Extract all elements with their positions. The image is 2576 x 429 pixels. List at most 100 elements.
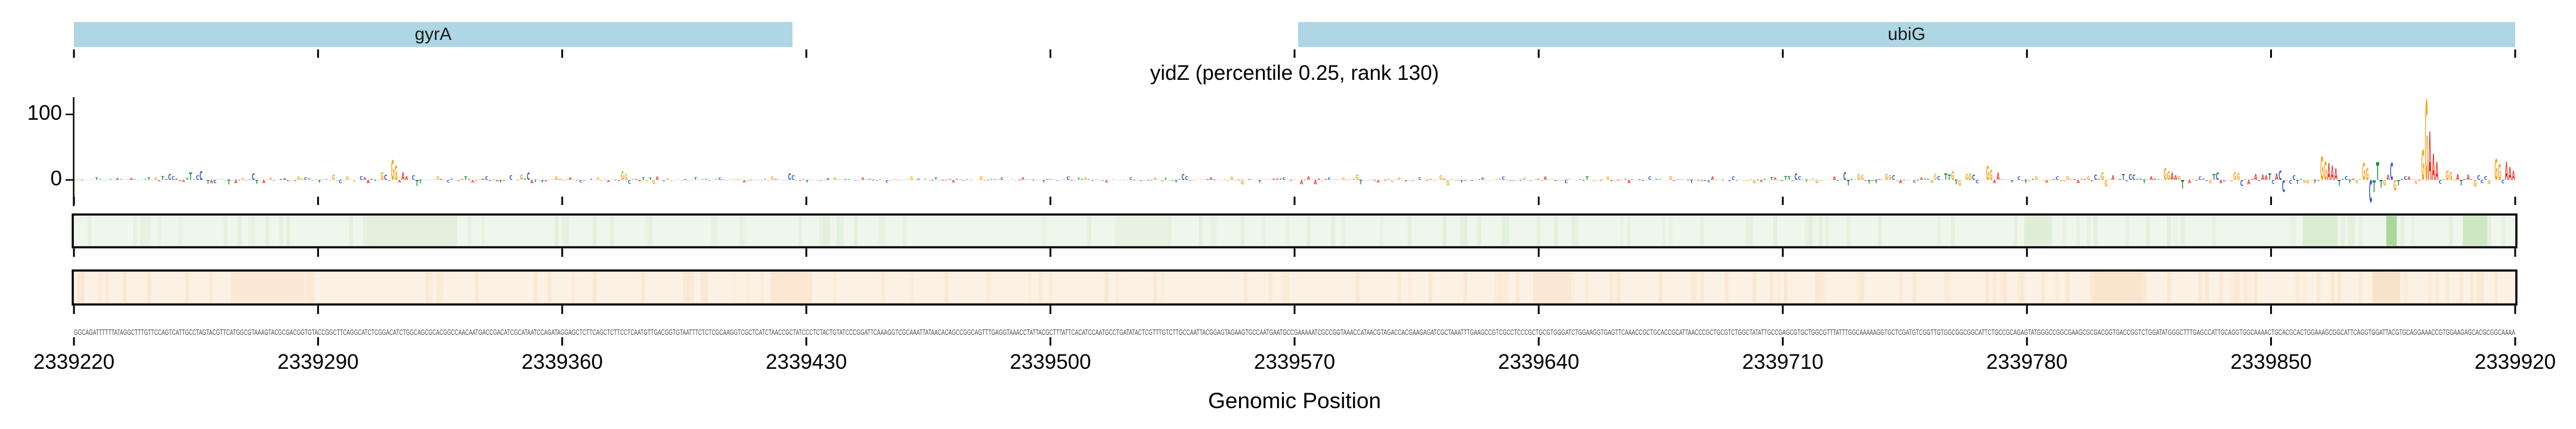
svg-text:G: G bbox=[1822, 180, 1825, 181]
svg-text:G: G bbox=[1192, 180, 1195, 181]
svg-text:T: T bbox=[106, 180, 109, 181]
svg-text:C: C bbox=[886, 180, 888, 184]
svg-text:G: G bbox=[1614, 180, 1617, 181]
svg-text:C: C bbox=[158, 180, 161, 182]
svg-text:A: A bbox=[656, 176, 659, 181]
svg-text:A: A bbox=[210, 179, 213, 185]
svg-text:G: G bbox=[548, 180, 551, 181]
svg-text:T: T bbox=[185, 178, 189, 181]
svg-text:G: G bbox=[311, 180, 314, 181]
svg-text:A: A bbox=[1272, 178, 1275, 181]
svg-text:A: A bbox=[683, 179, 686, 181]
svg-text:C: C bbox=[2477, 174, 2480, 182]
svg-text:G: G bbox=[2233, 170, 2236, 183]
svg-text:C: C bbox=[2125, 179, 2128, 182]
svg-text:A: A bbox=[1105, 180, 1108, 184]
svg-text:C: C bbox=[1530, 180, 1534, 181]
svg-text:G: G bbox=[834, 177, 837, 181]
svg-text:G: G bbox=[1401, 180, 1404, 181]
tick-marks bbox=[73, 49, 2516, 346]
svg-text:C: C bbox=[537, 180, 540, 181]
svg-text:T: T bbox=[1902, 180, 1906, 181]
svg-text:C: C bbox=[1937, 175, 1940, 182]
svg-text:C: C bbox=[1265, 180, 1268, 181]
svg-text:G: G bbox=[329, 180, 332, 181]
svg-text:T: T bbox=[673, 180, 677, 181]
svg-text:T: T bbox=[1352, 179, 1356, 180]
svg-text:T: T bbox=[1042, 180, 1045, 184]
svg-text:T: T bbox=[1188, 180, 1192, 181]
svg-text:T: T bbox=[840, 180, 844, 181]
svg-text:C: C bbox=[1794, 172, 1797, 182]
svg-text:A: A bbox=[503, 180, 506, 181]
svg-text:T: T bbox=[109, 179, 113, 181]
svg-text:T: T bbox=[2268, 172, 2271, 182]
svg-text:G: G bbox=[2366, 164, 2368, 184]
svg-text:T: T bbox=[1171, 180, 1175, 181]
svg-text:C: C bbox=[1199, 179, 1202, 180]
svg-text:C: C bbox=[1338, 179, 1341, 180]
svg-text:T: T bbox=[227, 179, 230, 186]
svg-text:G: G bbox=[513, 179, 516, 180]
svg-text:C: C bbox=[1122, 180, 1125, 181]
svg-text:G: G bbox=[1714, 180, 1717, 181]
svg-text:G: G bbox=[1432, 180, 1435, 181]
svg-text:G: G bbox=[2167, 169, 2170, 183]
svg-text:A: A bbox=[1363, 180, 1366, 181]
svg-text:A: A bbox=[2188, 179, 2191, 185]
svg-text:G: G bbox=[1652, 180, 1655, 181]
svg-text:C: C bbox=[1049, 179, 1053, 181]
svg-text:T: T bbox=[1763, 179, 1767, 181]
svg-text:C: C bbox=[2439, 179, 2442, 185]
svg-text:T: T bbox=[113, 180, 116, 181]
svg-text:C: C bbox=[962, 180, 965, 181]
svg-text:C: C bbox=[1332, 179, 1335, 180]
svg-text:T: T bbox=[1175, 180, 1178, 184]
svg-text:A: A bbox=[1251, 180, 1254, 181]
svg-text:C: C bbox=[1645, 180, 1648, 181]
svg-text:C: C bbox=[857, 180, 860, 181]
svg-text:G: G bbox=[645, 180, 648, 182]
svg-text:T: T bbox=[614, 180, 618, 181]
svg-text:A: A bbox=[266, 180, 269, 181]
svg-text:A: A bbox=[1404, 180, 1408, 182]
svg-text:T: T bbox=[140, 180, 144, 181]
svg-text:G: G bbox=[1227, 180, 1230, 181]
svg-text:G: G bbox=[74, 180, 77, 181]
svg-text:A: A bbox=[1091, 180, 1094, 181]
svg-text:C: C bbox=[1582, 180, 1585, 181]
svg-text:G: G bbox=[666, 178, 669, 181]
svg-text:A: A bbox=[778, 179, 781, 180]
svg-text:G: G bbox=[2028, 180, 2031, 182]
svg-text:T: T bbox=[802, 179, 806, 181]
svg-text:T: T bbox=[823, 180, 826, 181]
svg-text:G: G bbox=[422, 180, 425, 181]
svg-text:G: G bbox=[1829, 179, 1832, 180]
svg-text:T: T bbox=[2296, 179, 2299, 185]
svg-text:A: A bbox=[530, 179, 533, 185]
svg-text:C: C bbox=[412, 174, 415, 182]
svg-text:A: A bbox=[2327, 158, 2330, 186]
svg-text:C: C bbox=[134, 179, 137, 181]
svg-text:C: C bbox=[579, 180, 582, 184]
svg-text:G: G bbox=[492, 179, 495, 180]
svg-text:T: T bbox=[816, 180, 819, 181]
svg-text:A: A bbox=[1311, 179, 1314, 180]
x-tick-label: 2339360 bbox=[521, 350, 603, 374]
svg-text:A: A bbox=[952, 180, 955, 184]
svg-text:G: G bbox=[2230, 180, 2233, 182]
svg-text:A: A bbox=[2073, 179, 2076, 181]
svg-text:C: C bbox=[1826, 179, 1829, 180]
svg-text:A: A bbox=[1014, 180, 1017, 181]
svg-text:A: A bbox=[1596, 180, 1599, 181]
svg-text:G: G bbox=[997, 179, 1000, 180]
svg-text:T: T bbox=[2348, 179, 2352, 185]
svg-text:A: A bbox=[1634, 180, 1637, 181]
svg-text:A: A bbox=[1791, 180, 1794, 182]
svg-text:G: G bbox=[1801, 179, 1804, 181]
svg-text:A: A bbox=[405, 175, 408, 182]
svg-text:G: G bbox=[1485, 180, 1488, 181]
svg-text:A: A bbox=[2331, 162, 2334, 185]
x-tick-label: 2339430 bbox=[766, 350, 847, 374]
svg-text:T: T bbox=[189, 171, 192, 182]
